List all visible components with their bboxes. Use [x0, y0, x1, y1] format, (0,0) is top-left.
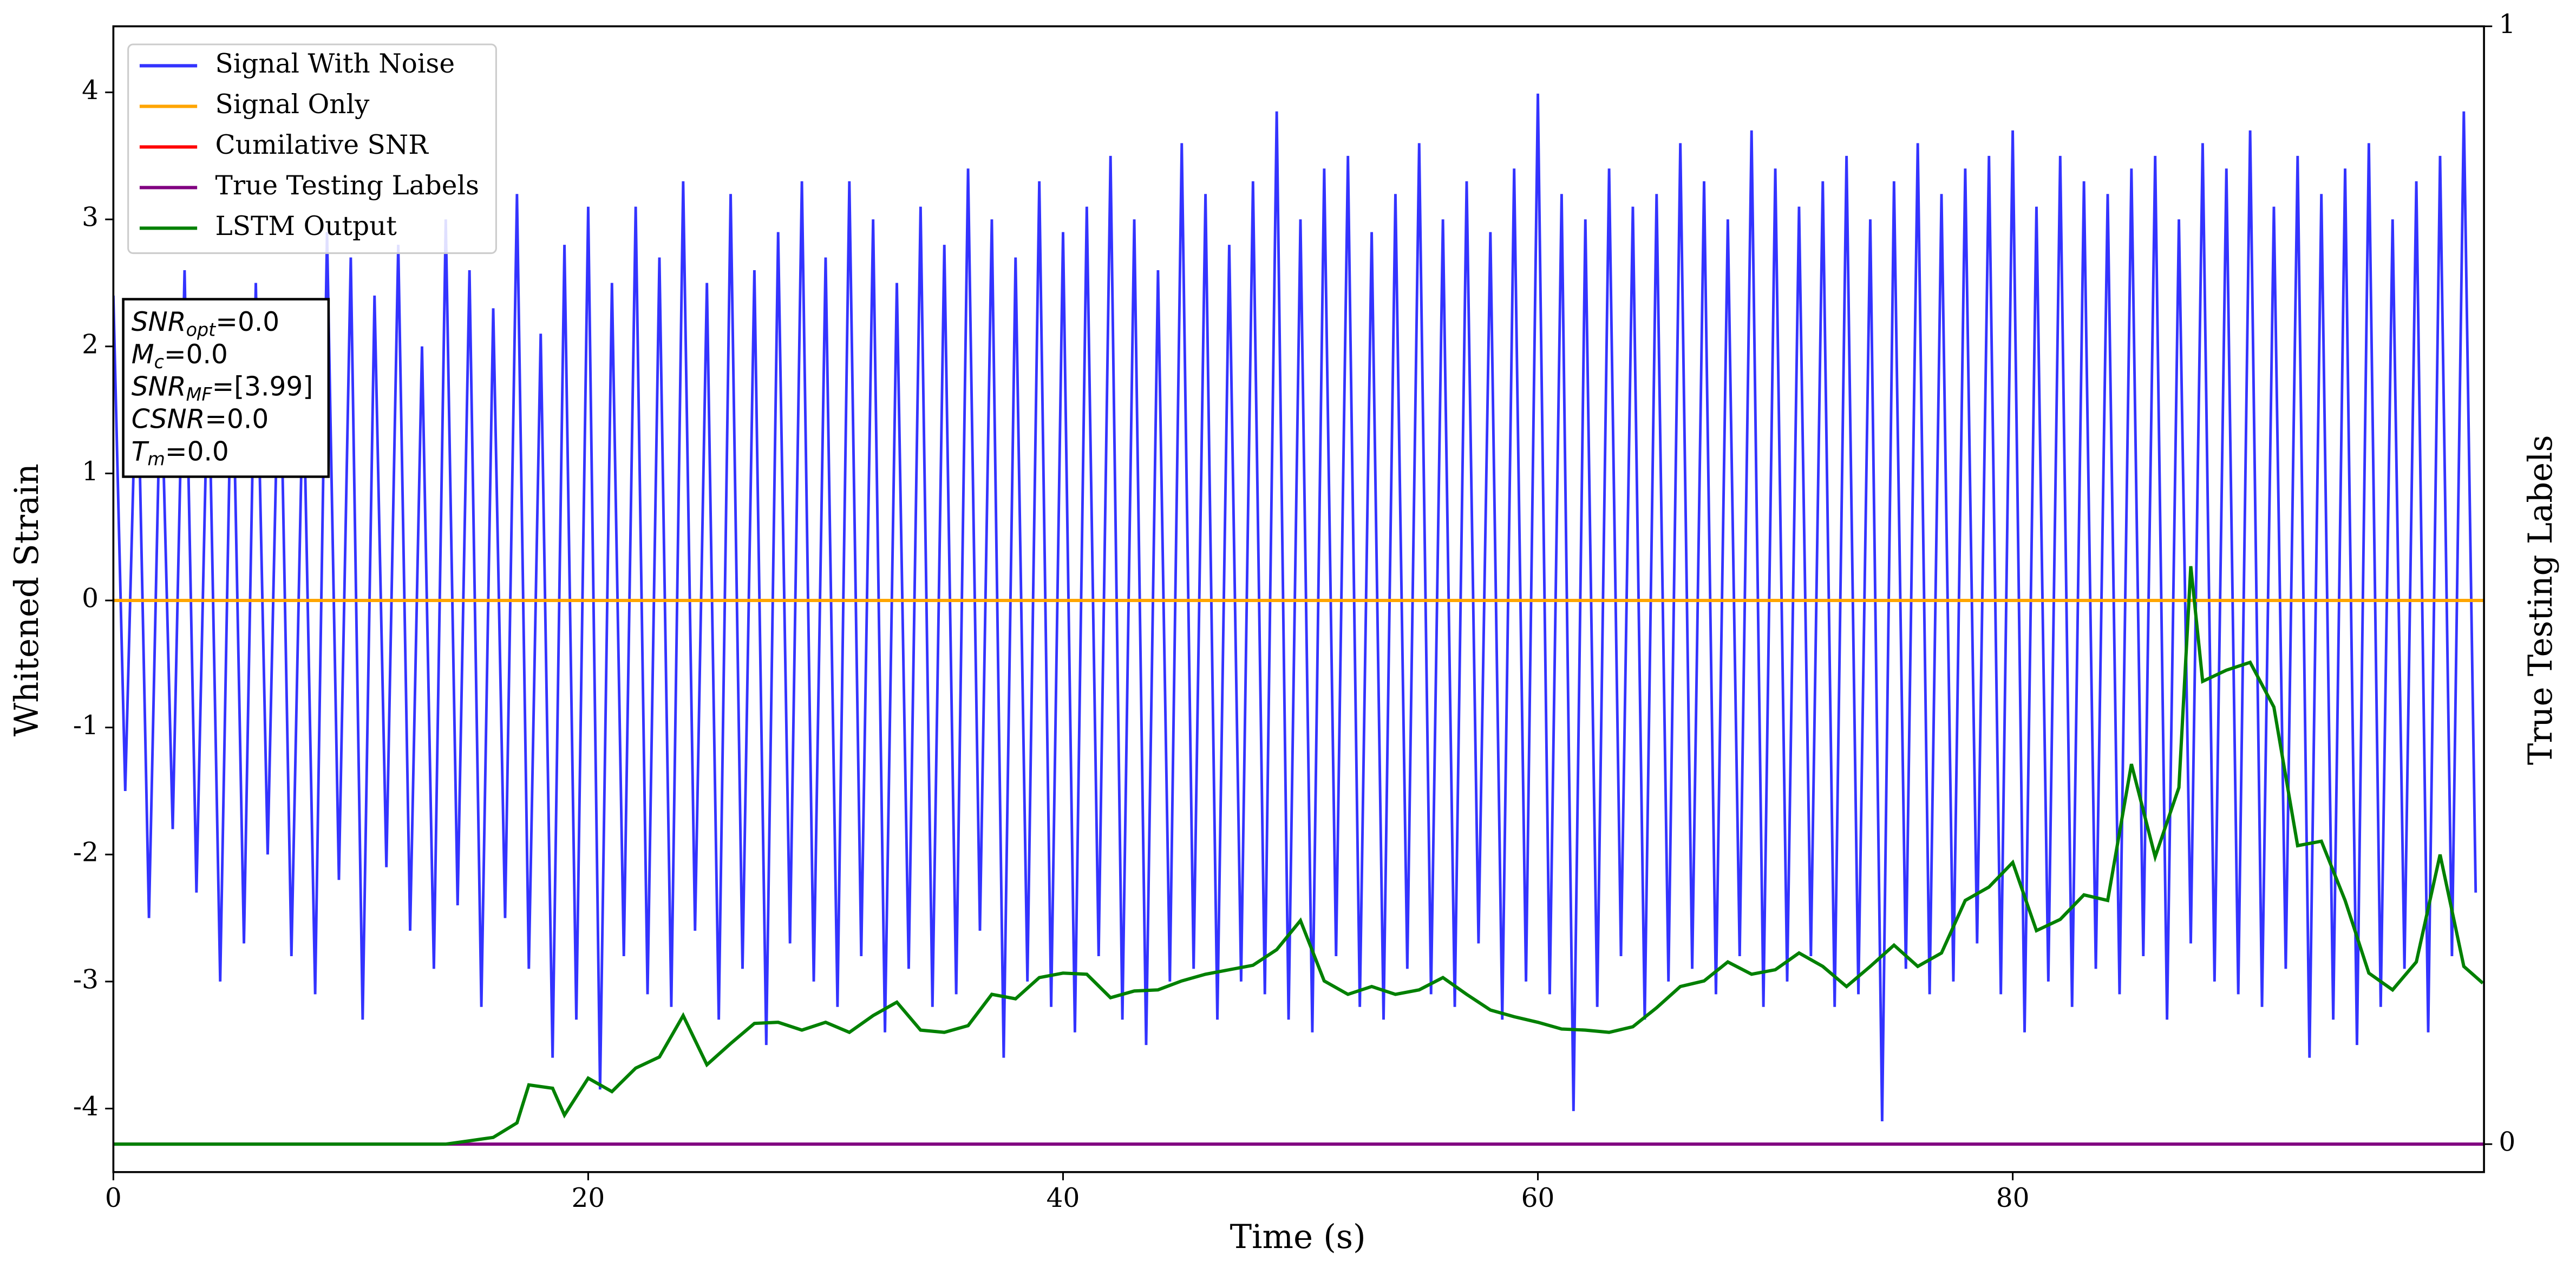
- x-tick-label: 80: [1996, 1183, 2030, 1213]
- annotation-symbol: SNR: [132, 372, 186, 402]
- plot-frame: [112, 25, 2485, 1173]
- legend-label: Signal With Noise: [215, 49, 455, 79]
- annotation-line: Mc=0.0: [132, 339, 228, 373]
- annotation-symbol: T: [132, 436, 149, 467]
- annotation-text: =0.0: [164, 339, 228, 370]
- annotation-text: =[3.99]: [212, 372, 313, 402]
- legend-label: Signal Only: [215, 89, 370, 120]
- legend-box: [127, 43, 497, 254]
- y2-axis-label: True Testing Labels: [2522, 435, 2560, 765]
- plot-area: [113, 93, 2485, 1146]
- legend: Signal With Noise Signal Only Cumilative S…: [127, 43, 497, 254]
- legend-label: LSTM Output: [215, 211, 397, 241]
- annotation-subscript: c: [154, 351, 164, 373]
- annotation-subscript: MF: [186, 383, 213, 404]
- annotation-text: =0.0: [215, 307, 279, 337]
- x-tick-label: 40: [1047, 1183, 1080, 1213]
- y-tick-label: 1: [82, 456, 99, 487]
- x-tick-label: 0: [105, 1183, 122, 1213]
- annotation-symbol: CSNR: [132, 404, 205, 435]
- series-line: [113, 566, 2484, 1146]
- annotation-symbol: SNR: [132, 307, 186, 337]
- y-tick-label: 3: [82, 202, 99, 233]
- y-tick-label: -1: [73, 710, 99, 741]
- y-tick-label: -4: [73, 1092, 99, 1122]
- series-line: [113, 93, 2477, 1121]
- annotation-line: SNRopt=0.0: [132, 307, 279, 340]
- x-tick-label: 60: [1521, 1183, 1555, 1213]
- x-tick-label: 20: [572, 1183, 605, 1213]
- legend-label: Cumilative SNR: [215, 130, 429, 160]
- annotation-frame: [122, 298, 330, 478]
- annotation-text: =0.0: [205, 404, 269, 435]
- annotation-text: =0.0: [165, 436, 229, 467]
- annotation-box: SNRopt=0.0Mc=0.0SNRMF=[3.99]CSNR=0.0Tm=0…: [122, 298, 330, 478]
- y-axis-label: Whitened Strain: [8, 463, 46, 736]
- y2-tick-label: 1: [2499, 9, 2515, 40]
- legend-label: True Testing Labels: [215, 171, 479, 201]
- y-tick-label: 2: [82, 329, 99, 360]
- y-tick-label: 4: [82, 75, 99, 106]
- annotation-line: CSNR=0.0: [132, 404, 269, 435]
- y-tick-label: -3: [73, 964, 99, 995]
- annotation-symbol: M: [132, 339, 154, 370]
- annotation-line: SNRMF=[3.99]: [132, 372, 313, 405]
- annotation-line: Tm=0.0: [132, 436, 229, 469]
- y2-tick-label: 0: [2499, 1127, 2515, 1158]
- y-tick-label: 0: [82, 584, 99, 614]
- y-tick-label: -2: [73, 838, 99, 868]
- annotation-subscript: m: [147, 448, 165, 469]
- annotation-subscript: opt: [186, 319, 217, 340]
- x-axis-label: Time (s): [1230, 1218, 1366, 1256]
